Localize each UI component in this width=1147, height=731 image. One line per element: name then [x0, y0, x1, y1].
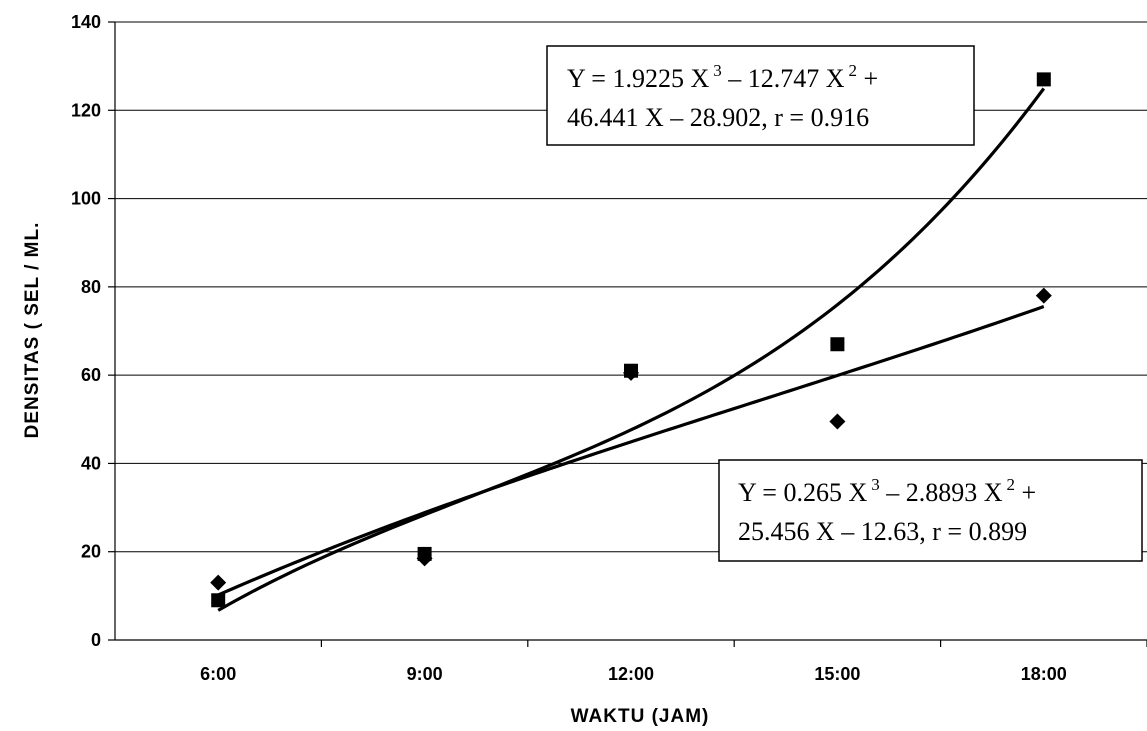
axes: [114, 22, 1147, 641]
point-series-1-18-00: [1036, 72, 1051, 87]
trendlines: [217, 87, 1046, 612]
point-series-2-9-00: [416, 550, 433, 567]
point-series-1-6-00: [211, 593, 226, 608]
equation-box-2-frame: [718, 459, 1143, 562]
data-points: [210, 72, 1052, 608]
y-tick-label-120: 120: [71, 100, 101, 120]
point-series-2-18-00: [1035, 287, 1052, 304]
y-tick-label-140: 140: [71, 12, 101, 32]
ticks: [108, 21, 1147, 647]
x-axis-title: WAKTU (JAM): [571, 706, 710, 727]
equation-1-part-c: +: [857, 64, 878, 93]
x-tick-label-12-00: 12:00: [608, 664, 654, 684]
point-series-1-15-00: [830, 337, 845, 352]
equation-2-part-c: +: [1015, 478, 1036, 507]
x-tick-label-9-00: 9:00: [407, 664, 443, 684]
y-tick-label-0: 0: [91, 630, 101, 650]
x-tick-label-18-00: 18:00: [1021, 664, 1067, 684]
equation-1-part-b: – 12.747 X: [722, 64, 845, 93]
y-tick-label-40: 40: [81, 453, 101, 473]
y-tick-label-100: 100: [71, 189, 101, 209]
equation-1-exp-b: 2: [849, 61, 858, 80]
equation-2-part-b: – 2.8893 X: [880, 478, 1003, 507]
equation-2-exp-b: 2: [1007, 475, 1016, 494]
trendline-series-1: [217, 87, 1046, 612]
equation-box-1-frame: [546, 45, 975, 146]
y-axis-title: DENSITAS ( SEL / ML.: [22, 222, 43, 439]
x-tick-labels: 6:00 9:00 12:00 15:00 18:00: [200, 664, 1067, 684]
trendline-series-2: [217, 305, 1045, 597]
x-tick-label-6-00: 6:00: [200, 664, 236, 684]
y-tick-label-80: 80: [81, 277, 101, 297]
point-series-2-6-00: [210, 574, 227, 591]
equation-1-part-a: Y = 1.9225 X: [567, 64, 709, 93]
equation-2-exp-a: 3: [871, 475, 880, 494]
point-series-2-12-00: [623, 364, 639, 381]
equation-2-part-a: Y = 0.265 X: [738, 478, 867, 507]
y-tick-label-60: 60: [81, 365, 101, 385]
equation-2-line-2: 25.456 X – 12.63, r = 0.899: [738, 517, 1027, 546]
equation-1-line-2: 46.441 X – 28.902, r = 0.916: [567, 103, 869, 132]
y-tick-label-20: 20: [81, 542, 101, 562]
y-tick-labels: 0 20 40 60 80 100 120 140: [71, 12, 101, 650]
equation-1-exp-a: 3: [713, 61, 722, 80]
x-tick-label-15-00: 15:00: [814, 664, 860, 684]
point-series-2-15-00: [829, 413, 846, 430]
